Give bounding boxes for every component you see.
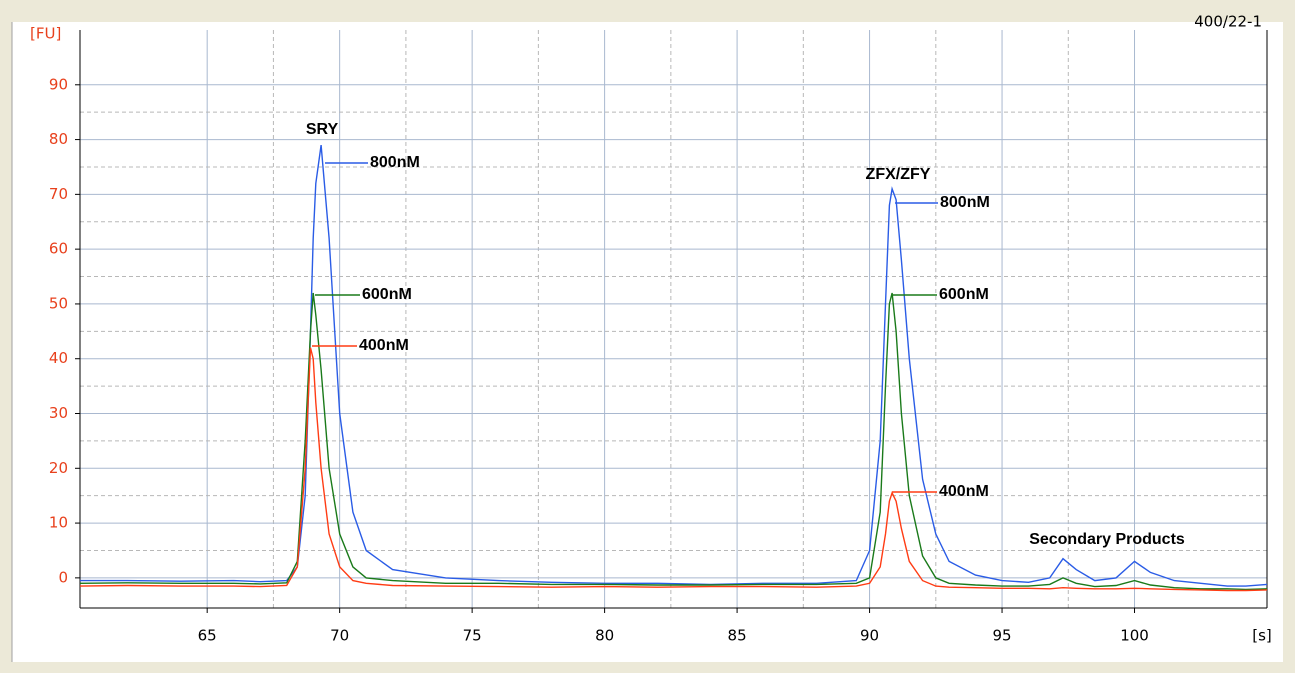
annotation: Secondary Products (1029, 531, 1185, 548)
series-label: 600nM (362, 286, 412, 303)
series-line (79, 292, 1268, 591)
y-axis-label: [FU] (30, 25, 61, 43)
plot-panel (12, 22, 1283, 662)
y-tick-label: 70 (49, 185, 68, 203)
series-line (80, 145, 1268, 587)
x-axis-label: [s] (1252, 627, 1272, 645)
x-tick-label: 75 (463, 627, 482, 645)
x-tick-label: 95 (992, 627, 1011, 645)
series-line (79, 347, 1268, 592)
y-tick-label: 60 (49, 240, 68, 258)
x-tick-label: 65 (198, 627, 217, 645)
series-label: 400nM (939, 483, 989, 500)
y-tick-label: 40 (49, 349, 68, 367)
series-label: 600nM (939, 286, 989, 303)
series-label: 800nM (940, 194, 990, 211)
y-tick-label: 50 (49, 294, 68, 312)
x-tick-label: 70 (330, 627, 349, 645)
series-label: 800nM (370, 154, 420, 171)
x-tick-label: 85 (728, 627, 747, 645)
y-tick-label: 30 (49, 404, 68, 422)
series-label: 400nM (359, 337, 409, 354)
y-tick-label: 90 (49, 75, 68, 93)
x-tick-label: 80 (595, 627, 614, 645)
annotation: ZFX/ZFY (866, 166, 931, 183)
y-tick-label: 20 (49, 459, 68, 477)
y-tick-label: 10 (49, 514, 68, 532)
y-tick-label: 0 (58, 568, 68, 586)
x-tick-label: 100 (1120, 627, 1149, 645)
chart-title: 400/22-1 (1194, 13, 1262, 31)
x-tick-label: 90 (860, 627, 879, 645)
y-tick-label: 80 (49, 130, 68, 148)
annotation: SRY (306, 121, 339, 138)
